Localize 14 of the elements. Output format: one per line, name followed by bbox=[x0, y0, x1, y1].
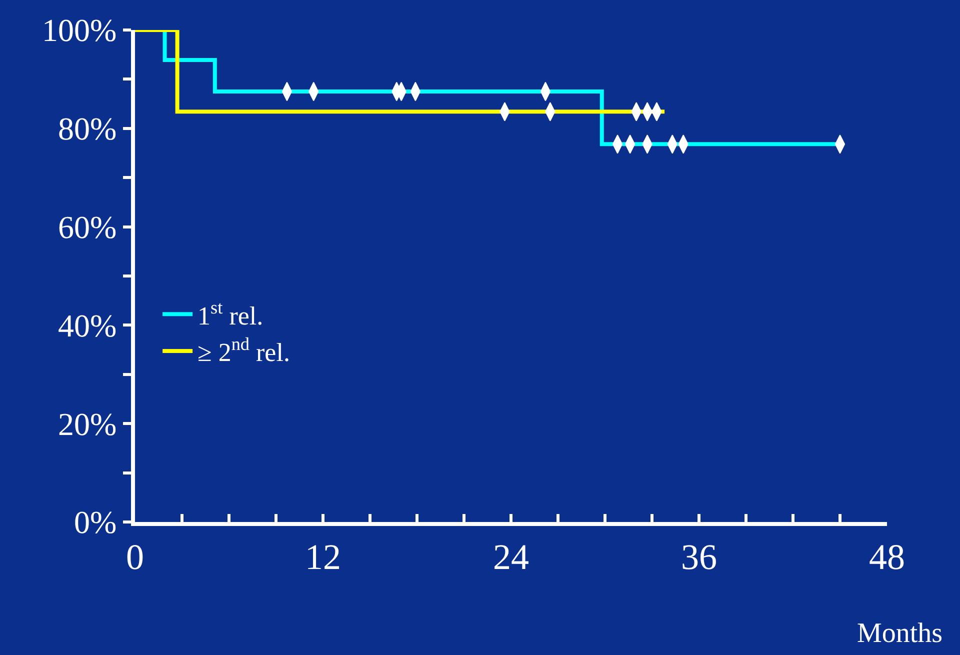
y-tick-label: 60% bbox=[58, 209, 117, 245]
y-tick-label: 80% bbox=[58, 110, 117, 147]
y-tick-label: 100% bbox=[42, 12, 117, 48]
x-tick-label: 12 bbox=[305, 537, 341, 578]
x-tick-label: 0 bbox=[126, 537, 144, 578]
x-tick-label: 48 bbox=[869, 537, 905, 578]
y-tick-label: 0% bbox=[74, 504, 117, 540]
legend-label: 1$^{st}$ rel. bbox=[198, 297, 264, 330]
y-tick-label: 20% bbox=[58, 406, 117, 442]
y-tick-label: 40% bbox=[58, 307, 117, 344]
x-tick-label: 36 bbox=[681, 537, 717, 578]
legend-label: ≥ 2$^{nd}$ rel. bbox=[198, 334, 290, 368]
x-axis-title: Months bbox=[857, 618, 943, 649]
x-tick-label: 24 bbox=[493, 537, 529, 578]
